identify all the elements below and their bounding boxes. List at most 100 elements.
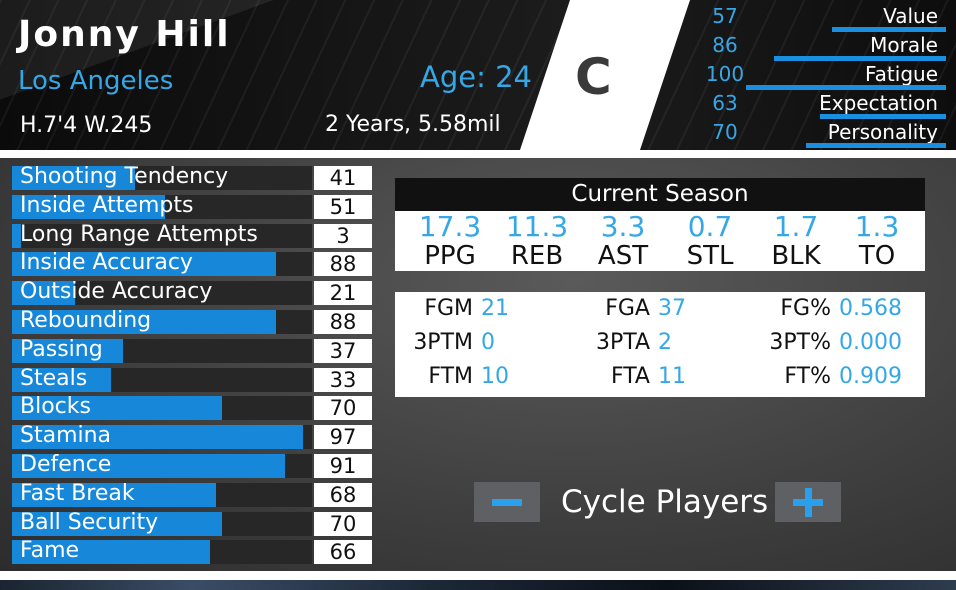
player-contract: 2 Years, 5.58mil	[325, 112, 501, 137]
attribute-row: Shooting Tendency 41	[12, 164, 374, 191]
attribute-row: Inside Accuracy 88	[12, 250, 374, 277]
header-background	[0, 0, 956, 150]
stat-3ptm: 3PTM 0	[403, 326, 495, 360]
stat-label: 3PTA	[595, 330, 650, 355]
attribute-bar-fill	[12, 310, 276, 334]
trait-expectation-number: 63	[712, 91, 738, 115]
trait-morale-number: 86	[712, 33, 738, 57]
attribute-bar-fill	[12, 194, 165, 219]
attribute-bar-fill	[12, 166, 135, 190]
player-grade: C	[575, 48, 612, 106]
season-stat-value: 0.7	[687, 210, 733, 243]
attribute-value: 21	[314, 281, 372, 306]
attribute-label: Shooting Tendency	[20, 164, 229, 189]
stat-value: 0.568	[839, 296, 902, 321]
stat-value: 11	[658, 364, 686, 389]
attribute-bar-fill	[12, 425, 303, 450]
attribute-row: Blocks 70	[12, 394, 374, 421]
attribute-bar-fill	[12, 482, 216, 507]
trait-personality: 70 Personality	[690, 118, 956, 148]
trait-morale: 86 Morale	[690, 31, 956, 61]
attribute-row: Passing 37	[12, 337, 374, 364]
minus-icon	[492, 498, 522, 506]
stat-ftm: FTM 10	[403, 360, 509, 394]
attribute-bar-fill	[12, 281, 75, 306]
attribute-label: Steals	[20, 365, 88, 391]
attribute-label: Blocks	[20, 394, 91, 420]
player-height-weight: H.7'4 W.245	[20, 113, 153, 138]
player-city: Los Angeles	[18, 66, 174, 96]
attribute-row: Outside Accuracy 21	[12, 279, 374, 306]
stat-label: FGM	[424, 296, 473, 321]
stat-value: 21	[481, 296, 509, 321]
attribute-bar-fill	[12, 367, 111, 392]
season-stat-stl: 0.7 STL	[666, 210, 754, 271]
stat-ft-pct: FT% 0.909	[765, 360, 902, 394]
attribute-bar-fill	[12, 223, 21, 248]
attribute-label: Defence	[20, 452, 112, 477]
stat-label: FG%	[780, 296, 831, 321]
stat-3pt-pct: 3PT% 0.000	[765, 326, 902, 360]
attribute-row: Inside Attempts 51	[12, 193, 374, 220]
season-stat-value: 17.3	[418, 210, 482, 243]
season-stat-value: 1.3	[854, 210, 900, 243]
attribute-value: 33	[314, 367, 372, 392]
cycle-previous-button[interactable]	[474, 482, 540, 522]
trait-expectation-bar	[820, 114, 946, 119]
cycle-next-button[interactable]	[775, 482, 841, 522]
attribute-label: Passing	[20, 336, 103, 362]
stat-label: 3PTM	[413, 330, 473, 355]
season-stat-to: 1.3 TO	[833, 210, 921, 271]
trait-value-label: Value	[883, 4, 938, 28]
plus-icon-vertical	[804, 488, 812, 517]
attribute-value: 68	[314, 482, 372, 507]
attribute-bar-fill	[12, 252, 276, 277]
trait-morale-bar	[774, 56, 946, 61]
attribute-value: 70	[314, 511, 372, 536]
season-stat-value: 11.3	[505, 210, 569, 243]
attribute-value: 97	[314, 425, 372, 450]
player-name: Jonny Hill	[18, 14, 231, 55]
season-stat-label: TO	[858, 241, 896, 271]
season-stat-value: 1.7	[773, 210, 819, 243]
attribute-row: Fame 66	[12, 538, 374, 565]
season-stat-value: 3.3	[600, 210, 646, 243]
season-stat-label: AST	[597, 241, 649, 271]
trait-fatigue-bar	[746, 85, 946, 90]
player-detail-panel: Shooting Tendency 41 Inside Attempts 51 Long…	[0, 158, 956, 571]
trait-value-bar	[832, 27, 946, 32]
attribute-bar-fill	[12, 511, 222, 536]
attribute-label: Outside Accuracy	[20, 279, 213, 305]
cycle-players-label: Cycle Players	[561, 484, 769, 520]
trait-personality-number: 70	[712, 120, 738, 144]
season-stat-label: REB	[510, 241, 564, 271]
attribute-row: Long Range Attempts 3	[12, 222, 374, 249]
season-stat-reb: 11.3 REB	[493, 210, 581, 271]
trait-fatigue-label: Fatigue	[865, 62, 938, 86]
season-stat-label: STL	[686, 241, 734, 271]
attribute-label: Fast Break	[20, 480, 135, 506]
attribute-label: Fame	[20, 538, 80, 564]
trait-expectation-label: Expectation	[819, 91, 938, 115]
season-stat-blk: 1.7 BLK	[752, 210, 840, 271]
attribute-value: 66	[314, 540, 372, 565]
attribute-row: Ball Security 70	[12, 510, 374, 537]
attribute-bar-fill	[12, 396, 222, 421]
attribute-row: Steals 33	[12, 366, 374, 393]
attribute-value: 70	[314, 396, 372, 421]
trait-morale-label: Morale	[870, 33, 938, 57]
stat-fgm: FGM 21	[403, 292, 509, 326]
stat-label: FTM	[428, 364, 473, 389]
stat-fga: FGA 37	[590, 292, 686, 326]
current-season-panel: Current Season 17.3 PPG 11.3 REB 3.3 AST…	[395, 178, 925, 271]
attribute-label: Ball Security	[20, 509, 159, 535]
attribute-value: 41	[314, 166, 372, 190]
attribute-value: 88	[314, 252, 372, 277]
season-stat-label: PPG	[424, 241, 476, 271]
trait-value: 57 Value	[690, 2, 956, 32]
attribute-value: 37	[314, 338, 372, 363]
attribute-label: Long Range Attempts	[20, 221, 258, 247]
attribute-bar-fill	[12, 454, 285, 478]
season-stat-ppg: 17.3 PPG	[406, 210, 494, 271]
attribute-row: Defence 91	[12, 452, 374, 479]
